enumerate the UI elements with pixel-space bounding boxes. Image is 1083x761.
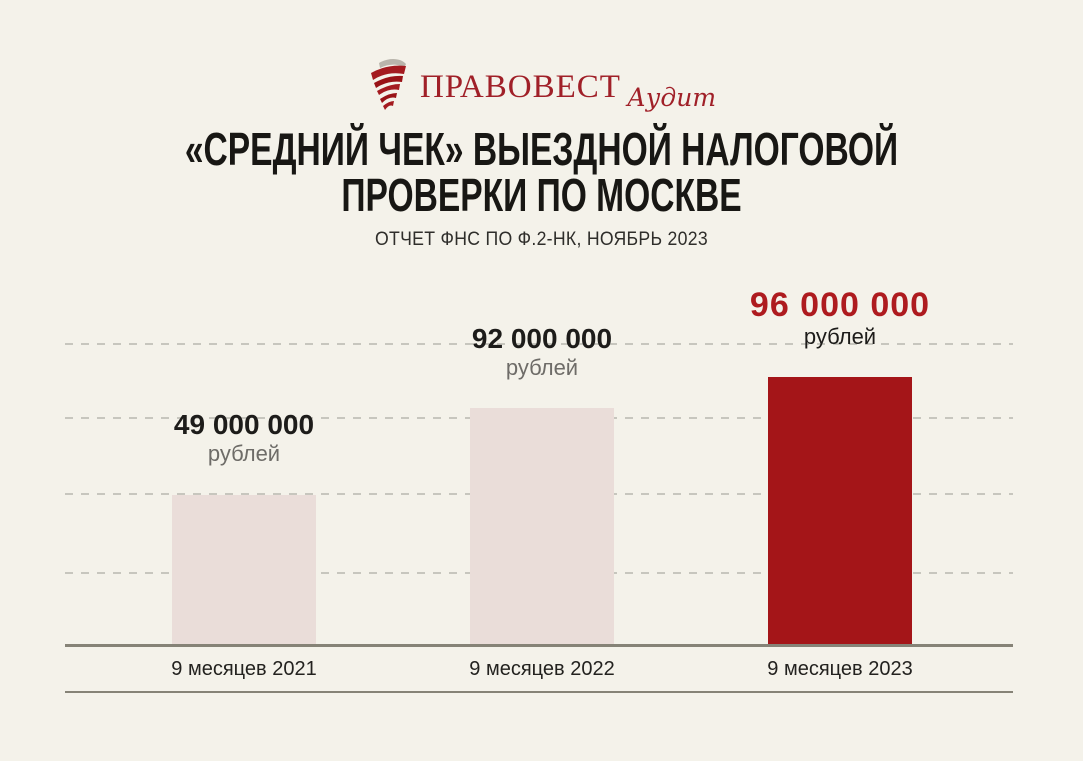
logo-wordmark: ПРАВОВЕСТ	[419, 69, 621, 105]
bar-2023	[768, 377, 912, 646]
bar-2022	[470, 408, 614, 646]
value-number: 49 000 000	[173, 409, 315, 440]
value-unit: рублей	[207, 441, 281, 466]
ribbon-spiral-icon	[370, 58, 406, 110]
value-label-2023: 96 000 000 рублей	[680, 288, 1000, 348]
category-label-2022: 9 месяцев 2022	[469, 658, 615, 680]
value-unit: рублей	[803, 324, 877, 349]
category-label-2023: 9 месяцев 2023	[767, 658, 913, 680]
value-label-2022: 92 000 000 рублей	[382, 325, 702, 379]
logo: ПРАВОВЕСТ Аудит	[0, 56, 1083, 114]
value-label-2021: 49 000 000 рублей	[84, 411, 404, 465]
bottom-rule	[65, 691, 1013, 693]
value-number: 96 000 000	[749, 286, 931, 324]
gridline	[65, 343, 1013, 345]
value-number: 92 000 000	[471, 323, 613, 354]
page-title-line2: ПРОВЕРКИ ПО МОСКВЕ	[341, 169, 742, 221]
baseline-axis	[65, 644, 1013, 647]
page-title: «СРЕДНИЙ ЧЕК» ВЫЕЗДНОЙ НАЛОГОВОЙ ПРОВЕРК…	[146, 126, 937, 218]
page-subtitle: ОТЧЕТ ФНС ПО Ф.2-НК, НОЯБРЬ 2023	[375, 229, 708, 250]
category-label-2021: 9 месяцев 2021	[171, 658, 317, 680]
page-title-line1: «СРЕДНИЙ ЧЕК» ВЫЕЗДНОЙ НАЛОГОВОЙ	[184, 123, 899, 175]
value-unit: рублей	[505, 355, 579, 380]
bar-2021	[172, 495, 316, 646]
logo-wordmark-sub: Аудит	[626, 83, 717, 112]
